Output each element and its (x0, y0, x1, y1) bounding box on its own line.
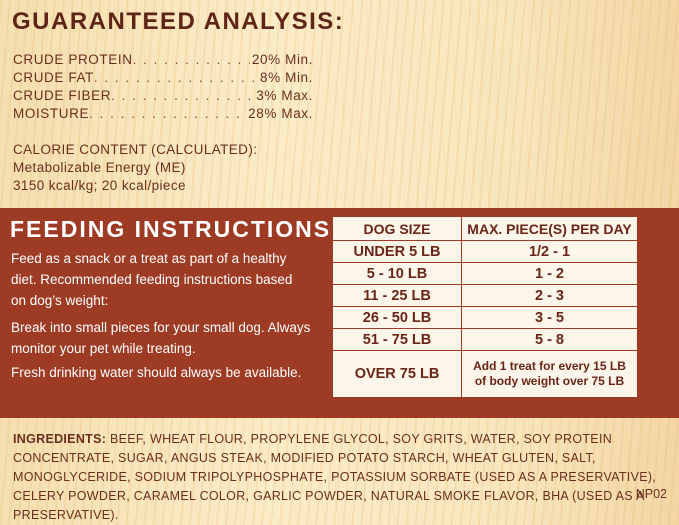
analysis-row-fiber: CRUDE FIBER 3% Max. (13, 88, 313, 103)
analysis-row-fat: CRUDE FAT 8% Min. (13, 70, 313, 85)
analysis-value: 20% Min. (251, 52, 313, 67)
pieces-cell: 1/2 - 1 (461, 240, 638, 263)
leader-dots (111, 88, 254, 103)
pieces-cell: 3 - 5 (461, 306, 638, 329)
analysis-label: CRUDE FIBER (13, 88, 112, 103)
product-code: NP02 (635, 487, 667, 501)
dog-size-cell: OVER 75 LB (332, 350, 462, 398)
analysis-value: 3% Max. (256, 88, 313, 103)
pieces-note-cell: Add 1 treat for every 15 LB of body weig… (461, 350, 638, 398)
table-row: OVER 75 LB Add 1 treat for every 15 LB o… (332, 350, 638, 398)
analysis-row-protein: CRUDE PROTEIN 20% Min. (13, 52, 313, 67)
header-max-pieces: MAX. PIECE(S) PER DAY (461, 216, 638, 241)
feeding-paragraph-2: Break into small pieces for your small d… (11, 320, 311, 356)
table-row: 26 - 50 LB 3 - 5 (332, 306, 638, 329)
leader-dots (133, 52, 250, 67)
ingredients-text: BEEF, WHEAT FLOUR, PROPYLENE GLYCOL, SOY… (13, 432, 657, 522)
leader-dots (89, 106, 246, 121)
feeding-paragraph-3: Fresh drinking water should always be av… (11, 365, 302, 380)
table-row: 51 - 75 LB 5 - 8 (332, 328, 638, 351)
analysis-value: 28% Max. (248, 106, 313, 121)
feeding-instructions-section: FEEDING INSTRUCTIONS Feed as a snack or … (0, 208, 679, 418)
table-row: 5 - 10 LB 1 - 2 (332, 262, 638, 285)
table-row: 11 - 25 LB 2 - 3 (332, 284, 638, 307)
dog-size-cell: UNDER 5 LB (332, 240, 462, 263)
dog-size-cell: 51 - 75 LB (332, 328, 462, 351)
analysis-row-moisture: MOISTURE 28% Max. (13, 106, 313, 121)
calorie-line-2: 3150 kcal/kg; 20 kcal/piece (13, 178, 186, 193)
feeding-table: DOG SIZE MAX. PIECE(S) PER DAY UNDER 5 L… (332, 216, 638, 398)
feeding-paragraph-1: Feed as a snack or a treat as part of a … (11, 251, 293, 308)
table-header-row: DOG SIZE MAX. PIECE(S) PER DAY (332, 216, 638, 241)
calorie-line-1: Metabolizable Energy (ME) (13, 160, 186, 175)
dog-size-cell: 11 - 25 LB (332, 284, 462, 307)
pieces-cell: 2 - 3 (461, 284, 638, 307)
header-dog-size: DOG SIZE (332, 216, 462, 241)
ingredients-heading: INGREDIENTS: (13, 432, 107, 446)
guaranteed-analysis-title: GUARANTEED ANALYSIS: (12, 8, 345, 35)
leader-dots (94, 70, 258, 85)
dog-size-cell: 5 - 10 LB (332, 262, 462, 285)
table-row: UNDER 5 LB 1/2 - 1 (332, 240, 638, 263)
analysis-label: CRUDE PROTEIN (13, 52, 133, 67)
pieces-cell: 5 - 8 (461, 328, 638, 351)
calorie-heading: CALORIE CONTENT (CALCULATED): (13, 142, 258, 157)
analysis-label: CRUDE FAT (13, 70, 94, 85)
ingredients-block: INGREDIENTS: BEEF, WHEAT FLOUR, PROPYLEN… (13, 430, 669, 525)
analysis-label: MOISTURE (13, 106, 90, 121)
feeding-title: FEEDING INSTRUCTIONS (10, 216, 332, 242)
dog-size-cell: 26 - 50 LB (332, 306, 462, 329)
analysis-value: 8% Min. (260, 70, 313, 85)
pieces-cell: 1 - 2 (461, 262, 638, 285)
guaranteed-analysis-section: GUARANTEED ANALYSIS: CRUDE PROTEIN 20% M… (0, 0, 679, 200)
